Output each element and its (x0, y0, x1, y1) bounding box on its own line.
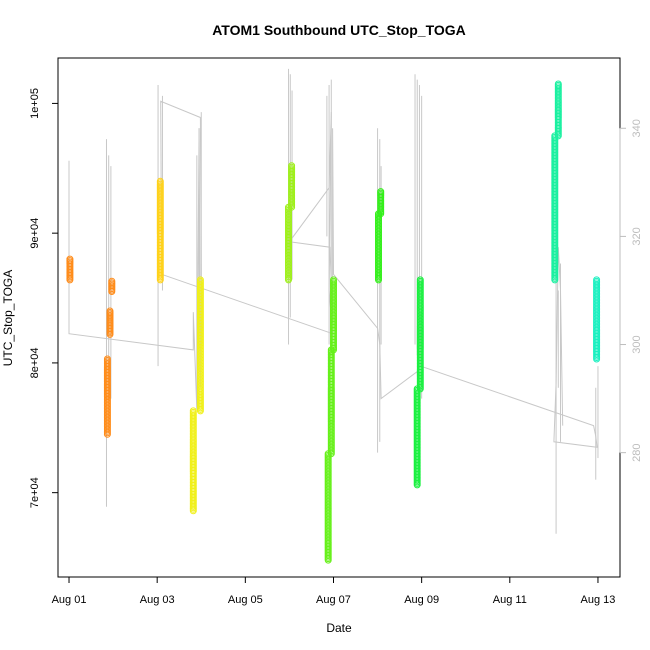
data-point-s6-g1-15 (377, 188, 385, 196)
x-axis: Aug 01 Aug 03 Aug 05 Aug 07 Aug 09 Aug 11 Aug … (52, 576, 616, 606)
data-point-s5-g2-47 (330, 276, 337, 284)
data-point-s3-g1-87 (196, 276, 204, 284)
data-point-s0-g0-14 (66, 255, 74, 263)
y-tick-label-2: 9e+04 (29, 218, 41, 249)
x-tick-label-1: Aug 03 (140, 594, 175, 606)
y2-tick-label-2: 320 (631, 227, 643, 245)
x-tick-label-4: Aug 09 (404, 594, 439, 606)
data-point-s8-g1-35 (554, 80, 562, 88)
data-point-s1-g1-16 (106, 307, 114, 315)
y-tick-label-1: 8e+04 (29, 347, 41, 378)
data-point-s7-g1-73 (416, 276, 424, 284)
y2-tick-label-3: 340 (631, 119, 643, 137)
y2-tick-label-0: 280 (631, 443, 643, 461)
data-point-s2-g0-66 (156, 177, 164, 185)
x-axis-label: Date (326, 621, 352, 635)
data-point-s1-g0-50 (103, 355, 111, 363)
data-point-s3-g0-67 (189, 407, 197, 415)
y-axis-right: 280 300 320 340 (619, 119, 643, 462)
y-axis-left: 7e+04 8e+04 9e+04 1e+05 (29, 88, 59, 508)
y2-tick-label-1: 300 (631, 335, 643, 353)
y-axis-label: UTC_Stop_TOGA (1, 270, 15, 366)
x-tick-label-6: Aug 13 (581, 594, 616, 606)
y-tick-label-3: 1e+05 (29, 88, 41, 119)
x-tick-label-3: Aug 07 (316, 594, 351, 606)
data-point-s1-g2-7 (108, 277, 116, 285)
data-point-s9-g0-53 (593, 276, 601, 284)
y-tick-label-0: 7e+04 (29, 477, 41, 508)
data-point-s4-g1-28 (288, 162, 296, 170)
plot-frame (57, 57, 621, 578)
x-tick-label-2: Aug 05 (228, 594, 263, 606)
data-points (66, 80, 601, 564)
chart-title: ATOM1 Southbound UTC_Stop_TOGA (212, 22, 466, 38)
x-tick-label-0: Aug 01 (52, 594, 87, 606)
x-tick-label-5: Aug 11 (493, 594, 527, 606)
